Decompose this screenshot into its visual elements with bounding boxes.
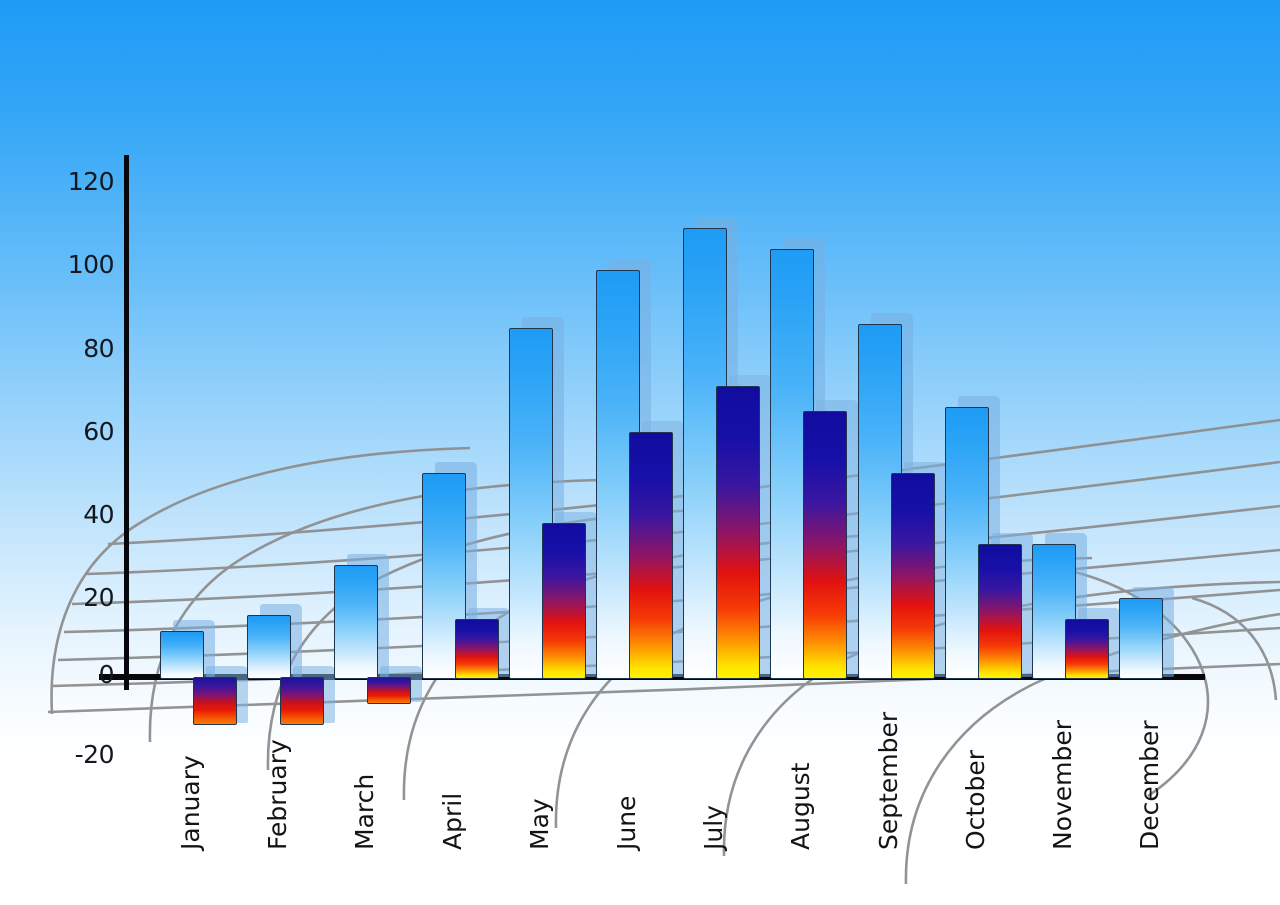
bar-front-face	[541, 523, 586, 679]
bar-front-face	[367, 677, 412, 704]
x-tick-label-february: February	[263, 739, 293, 850]
bar-front-face	[1119, 598, 1164, 679]
y-tick-label-60: 60	[83, 417, 114, 446]
bar-front-face	[716, 386, 761, 679]
x-tick-label-october: October	[960, 749, 990, 850]
bar-series2-may[interactable]	[541, 512, 597, 679]
bar-series2-august[interactable]	[803, 400, 859, 679]
x-tick-label-july: July	[699, 805, 729, 850]
y-axis-line	[124, 155, 129, 690]
bar-series2-october[interactable]	[977, 533, 1033, 679]
bar-series2-february[interactable]	[280, 666, 336, 725]
bar-front-face	[1032, 544, 1076, 679]
bar-front-face	[160, 631, 204, 679]
x-tick-label-september: September	[873, 711, 903, 850]
bar-front-face	[334, 564, 379, 679]
bar-front-face	[1065, 618, 1109, 679]
y-tick-label-40: 40	[83, 500, 114, 529]
bar-series2-july[interactable]	[716, 375, 772, 679]
x-tick-label-december: December	[1135, 720, 1165, 850]
bar-front-face	[977, 544, 1022, 679]
x-tick-label-june: June	[612, 795, 641, 850]
y-tick-label-120: 120	[67, 167, 115, 196]
x-tick-label-january: January	[176, 755, 205, 850]
bar-series2-september[interactable]	[890, 462, 946, 679]
y-tick-label-0: 0	[98, 660, 115, 689]
bar-series1-december[interactable]	[1119, 587, 1175, 679]
bar-front-face	[803, 411, 848, 679]
x-tick-label-march: March	[350, 773, 380, 850]
bar-series2-april[interactable]	[454, 607, 510, 679]
y-tick-label-80: 80	[83, 334, 114, 363]
x-tick-label-november: November	[1048, 719, 1077, 850]
bar-series2-january[interactable]	[193, 666, 248, 725]
bar-series1-february[interactable]	[247, 603, 303, 679]
bar-series1-march[interactable]	[334, 553, 390, 679]
bar-series1-january[interactable]	[160, 620, 215, 679]
bar-front-face	[890, 473, 935, 679]
x-tick-label-may: May	[524, 798, 554, 850]
bar-front-face	[454, 618, 499, 679]
bar-series2-march[interactable]	[367, 666, 423, 704]
bar-front-face	[247, 614, 292, 679]
bar-series2-november[interactable]	[1065, 607, 1120, 679]
bar-series2-june[interactable]	[629, 420, 684, 679]
x-tick-label-april: April	[437, 792, 467, 850]
y-tick-label-100: 100	[67, 250, 115, 279]
bar-front-face	[280, 677, 325, 725]
bar-front-face	[629, 431, 673, 679]
y-tick-label-20: 20	[83, 583, 114, 612]
x-tick-label-august: August	[786, 762, 816, 851]
bar-front-face	[193, 677, 237, 725]
y-tick-label-minus20: -20	[74, 740, 115, 769]
